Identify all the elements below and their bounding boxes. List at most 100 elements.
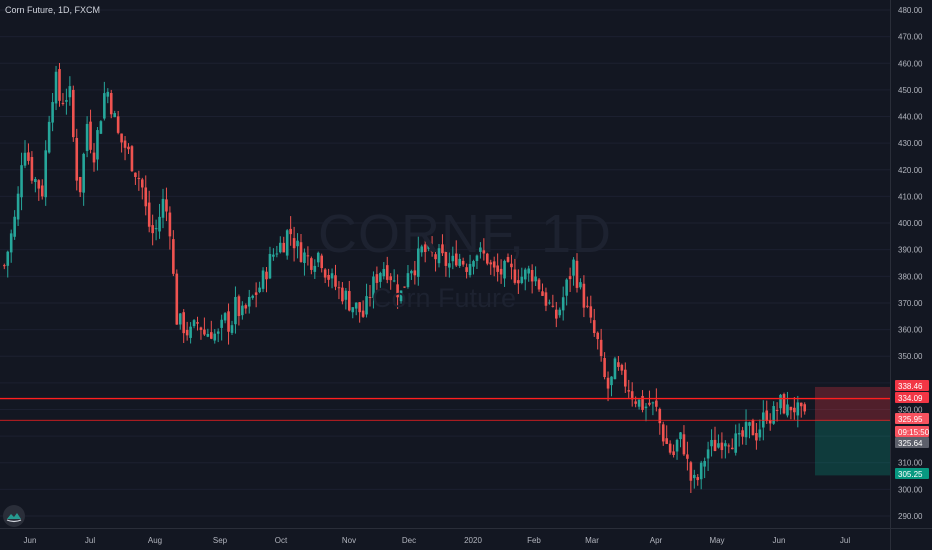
x-tick-label: Feb	[527, 536, 541, 545]
candle-body	[103, 93, 106, 119]
candle-body	[430, 246, 434, 253]
candle-body	[85, 123, 89, 151]
candle-body	[272, 254, 275, 257]
x-tick-label: Mar	[585, 536, 599, 545]
candle-body	[737, 433, 741, 435]
x-tick-label: 2020	[464, 536, 482, 545]
candle-body	[178, 313, 182, 325]
candle-body	[606, 377, 610, 389]
candle-body	[627, 390, 631, 392]
candle-body	[620, 364, 624, 371]
price-tag	[895, 380, 929, 391]
candle-body	[127, 146, 130, 150]
candle-body	[72, 89, 75, 138]
candle-body	[258, 287, 261, 293]
candle-body	[779, 394, 782, 409]
candle-body	[306, 255, 310, 257]
candle-body	[13, 216, 16, 237]
price-tag-label: 305.25	[898, 470, 923, 479]
candle-body	[251, 295, 254, 298]
candle-body	[486, 253, 489, 264]
candle-body	[679, 432, 682, 440]
candle-body	[689, 462, 693, 481]
candle-body	[682, 434, 686, 455]
take-profit-zone	[815, 420, 890, 476]
candle-body	[82, 153, 85, 193]
watermark-name: Corn Future	[372, 283, 517, 313]
candle-body	[744, 422, 748, 438]
candle-body	[489, 262, 493, 265]
candle-body	[561, 297, 565, 311]
x-tick-label: Aug	[148, 536, 162, 545]
candle-body	[596, 332, 599, 340]
candle-body	[227, 311, 230, 332]
candle-body	[413, 270, 417, 276]
candle-body	[641, 395, 644, 410]
x-tick-label: Nov	[342, 536, 356, 545]
candle-body	[365, 296, 368, 315]
candle-body	[151, 225, 154, 234]
y-tick-label: 290.00	[898, 512, 923, 521]
candle-body	[37, 180, 41, 189]
candle-body	[337, 287, 341, 289]
candle-body	[637, 399, 641, 407]
candle-body	[316, 252, 320, 263]
tradingview-logo-icon[interactable]	[3, 505, 25, 527]
candle-body	[748, 422, 751, 426]
candle-body	[534, 276, 537, 282]
candle-body	[575, 260, 579, 288]
candle-body	[130, 146, 134, 172]
candle-body	[385, 265, 389, 280]
candle-body	[527, 268, 530, 274]
candle-body	[65, 100, 68, 102]
candle-body	[713, 439, 717, 451]
candle-body	[396, 284, 399, 298]
y-tick-label: 390.00	[898, 246, 923, 255]
candle-body	[327, 275, 330, 280]
y-tick-label: 450.00	[898, 86, 923, 95]
candle-body	[454, 253, 458, 266]
candle-body	[241, 305, 244, 316]
candle-body	[341, 287, 344, 302]
price-tag-label: 09:15:50	[898, 428, 930, 437]
candle-body	[320, 255, 323, 269]
candle-body	[141, 179, 144, 188]
candle-body	[772, 406, 775, 424]
candle-body	[372, 276, 375, 298]
candle-body	[523, 269, 527, 280]
candle-body	[661, 424, 665, 442]
candle-body	[261, 270, 265, 289]
candle-body	[348, 291, 351, 311]
candle-body	[75, 137, 79, 181]
candle-body	[724, 443, 727, 447]
candle-body	[175, 273, 179, 325]
candle-body	[741, 430, 744, 437]
candle-body	[482, 250, 486, 254]
candle-body	[565, 279, 568, 296]
candle-body	[51, 102, 54, 123]
candle-body	[247, 296, 251, 307]
candle-body	[185, 329, 189, 336]
candle-body	[144, 187, 148, 207]
candle-body	[406, 273, 410, 288]
candle-body	[672, 451, 675, 455]
y-tick-label: 460.00	[898, 59, 923, 68]
price-tag-label: 325.64	[898, 439, 923, 448]
y-tick-label: 380.00	[898, 272, 923, 281]
candle-body	[344, 290, 348, 300]
candle-body	[793, 407, 796, 413]
candle-body	[6, 251, 10, 266]
y-tick-label: 440.00	[898, 113, 923, 122]
candle-body	[451, 255, 455, 262]
candle-body	[123, 140, 127, 148]
candle-body	[796, 402, 800, 416]
candle-body	[465, 267, 468, 272]
candle-body	[799, 402, 803, 407]
candle-body	[165, 199, 168, 212]
candle-body	[3, 265, 6, 267]
x-tick-label: Oct	[275, 536, 288, 545]
candle-body	[16, 193, 20, 220]
candle-body	[275, 253, 279, 255]
candle-body	[358, 302, 361, 313]
